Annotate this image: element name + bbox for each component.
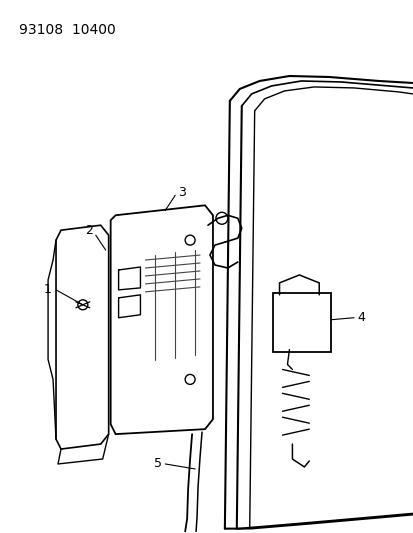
- Text: 1: 1: [43, 284, 51, 296]
- Text: 3: 3: [178, 186, 185, 199]
- Text: 5: 5: [154, 457, 162, 471]
- Text: 93108  10400: 93108 10400: [19, 23, 116, 37]
- Text: 2: 2: [85, 224, 93, 237]
- Text: 4: 4: [356, 311, 364, 324]
